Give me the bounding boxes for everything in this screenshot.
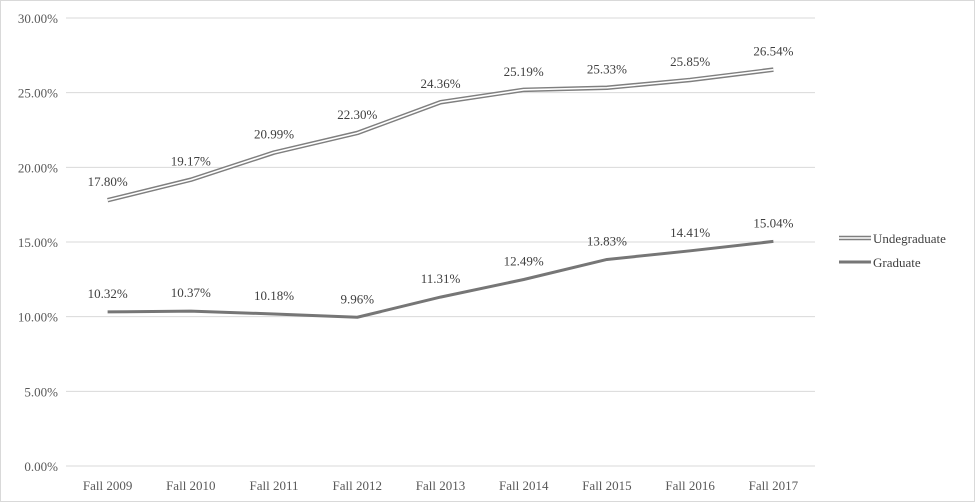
data-labels: 17.80% 19.17% 20.99% 22.30% 24.36% 25.19% 25.3…	[88, 44, 794, 307]
data-label: 25.33%	[587, 62, 627, 77]
gridlines	[66, 17, 815, 467]
x-tick-label: Fall 2012	[333, 478, 382, 493]
data-label: 25.19%	[504, 64, 544, 79]
x-tick-label: Fall 2013	[416, 478, 465, 493]
y-tick-label: 5.00%	[24, 384, 58, 399]
data-label: 17.80%	[88, 174, 128, 189]
data-label: 14.41%	[670, 225, 710, 240]
data-label: 24.36%	[420, 76, 460, 91]
data-label: 15.04%	[753, 215, 793, 230]
legend-label-graduate: Graduate	[873, 255, 921, 270]
data-label: 19.17%	[171, 154, 211, 169]
y-axis-ticks: 0.00% 5.00% 10.00% 15.00% 20.00% 25.00% 30.00%	[18, 11, 58, 474]
y-tick-label: 30.00%	[18, 11, 58, 26]
x-axis-ticks: Fall 2009 Fall 2010 Fall 2011 Fall 2012 Fall…	[83, 478, 799, 493]
x-tick-label: Fall 2017	[749, 478, 799, 493]
y-tick-label: 20.00%	[18, 160, 58, 175]
x-tick-label: Fall 2009	[83, 478, 132, 493]
legend-label-undegraduate: Undegraduate	[873, 231, 946, 246]
data-label: 20.99%	[254, 127, 294, 142]
data-label: 9.96%	[340, 291, 374, 306]
series-line-graduate	[107, 239, 774, 319]
data-label: 13.83%	[587, 233, 627, 248]
data-label: 12.49%	[504, 253, 544, 268]
data-label: 10.37%	[171, 285, 211, 300]
data-label: 22.30%	[337, 107, 377, 122]
y-tick-label: 10.00%	[18, 310, 58, 325]
x-tick-label: Fall 2010	[166, 478, 215, 493]
x-tick-label: Fall 2016	[665, 478, 715, 493]
data-label: 10.18%	[254, 288, 294, 303]
y-tick-label: 25.00%	[18, 86, 58, 101]
x-tick-label: Fall 2014	[499, 478, 549, 493]
data-label: 11.31%	[421, 271, 461, 286]
y-tick-label: 0.00%	[24, 459, 58, 474]
data-label: 10.32%	[88, 286, 128, 301]
x-tick-label: Fall 2011	[250, 478, 299, 493]
x-tick-label: Fall 2015	[582, 478, 631, 493]
legend: Undegraduate Graduate	[839, 231, 946, 270]
data-label: 25.85%	[670, 54, 710, 69]
series-line-undegraduate-inner	[107, 68, 774, 201]
series-lines	[107, 67, 774, 319]
y-tick-label: 15.00%	[18, 235, 58, 250]
data-label: 26.54%	[753, 44, 793, 59]
